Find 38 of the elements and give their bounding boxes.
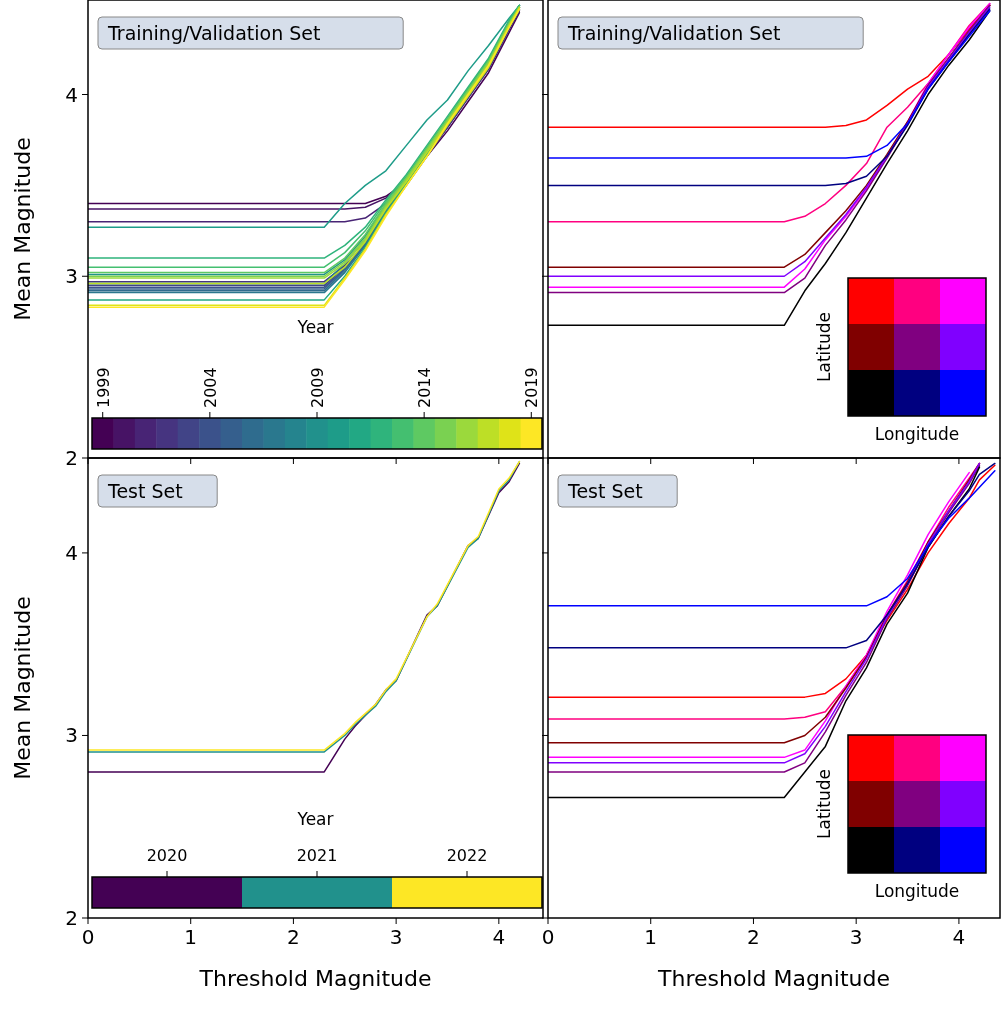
annotation: 2014 bbox=[415, 367, 435, 408]
x-tick-label: 4 bbox=[492, 925, 506, 949]
annotation: Year bbox=[296, 809, 334, 829]
y-axis-title: Mean Magnitude bbox=[10, 596, 35, 780]
x-tick-label: 3 bbox=[849, 925, 863, 949]
x-tick-label: 1 bbox=[644, 925, 658, 949]
y-tick-label: 4 bbox=[65, 82, 78, 107]
text: Training/Validation Set bbox=[567, 22, 781, 44]
x-tick-label: 0 bbox=[81, 925, 95, 949]
x-tick-label: 2 bbox=[287, 925, 300, 949]
annotation: Latitude bbox=[814, 769, 834, 839]
text: Test Set bbox=[107, 480, 183, 502]
x-tick-label: 0 bbox=[541, 925, 555, 949]
y-tick-label: 2 bbox=[65, 446, 78, 470]
annotation: 2009 bbox=[308, 367, 327, 408]
x-tick-label: 4 bbox=[952, 925, 966, 949]
y-tick-label: 3 bbox=[65, 264, 78, 289]
y-tick-label: 3 bbox=[65, 723, 78, 748]
x-axis-title: Threshold Magnitude bbox=[198, 966, 432, 991]
text: Training/Validation Set bbox=[107, 22, 321, 44]
annotation: Longitude bbox=[874, 424, 960, 444]
annotation: 2019 bbox=[522, 367, 542, 408]
annotation: Longitude bbox=[874, 881, 960, 901]
annotation: 2004 bbox=[200, 367, 220, 408]
y-tick-label: 4 bbox=[65, 540, 78, 565]
x-tick-label: 2 bbox=[747, 925, 760, 949]
annotation: 2022 bbox=[446, 846, 488, 865]
text: Test Set bbox=[567, 480, 643, 502]
x-tick-label: 1 bbox=[184, 925, 198, 949]
x-axis-title: Threshold Magnitude bbox=[657, 966, 890, 991]
annotation: 2020 bbox=[146, 846, 188, 865]
x-tick-label: 3 bbox=[389, 925, 403, 949]
annotation: 1999 bbox=[93, 367, 113, 408]
annotation: Year bbox=[296, 317, 334, 337]
y-axis-title: Mean Magnitude bbox=[10, 137, 35, 321]
annotation: 2021 bbox=[296, 846, 338, 865]
annotation: Latitude bbox=[814, 312, 834, 382]
y-tick-label: 2 bbox=[65, 906, 78, 930]
